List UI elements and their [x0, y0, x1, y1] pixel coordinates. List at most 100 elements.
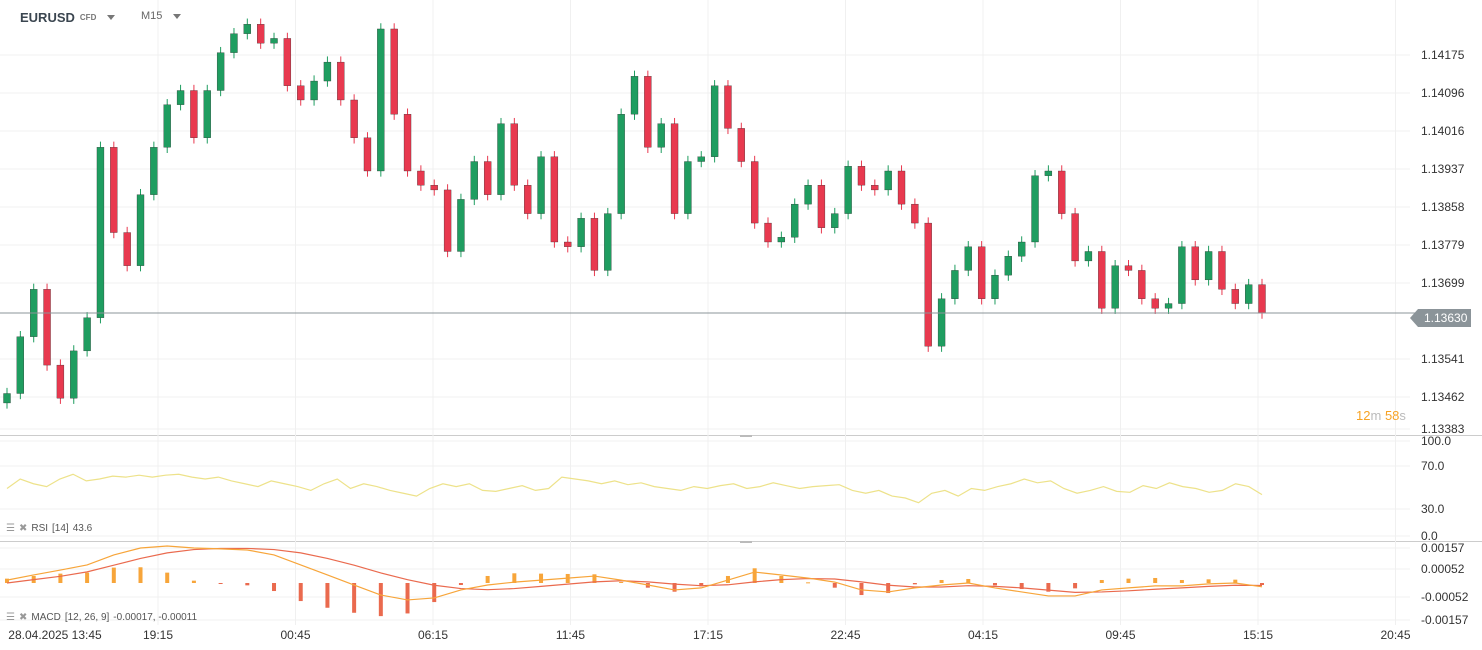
candle-bearish [190, 90, 198, 138]
macd-histogram-bar [378, 583, 383, 617]
candle-bullish [83, 317, 91, 352]
candle-bearish [1258, 284, 1266, 314]
timeframe-selector[interactable]: M15 [141, 10, 182, 22]
macd-histogram-bar [298, 583, 303, 602]
candle-bullish [136, 194, 145, 266]
macd-histogram-bar [5, 578, 9, 583]
macd-histogram-bar [1019, 583, 1024, 590]
macd-histogram-bar [165, 572, 170, 583]
candle-bullish [1018, 241, 1026, 257]
close-icon[interactable]: ✖ [18, 612, 28, 623]
rsi-line [6, 473, 1263, 504]
candle-bullish [1178, 246, 1186, 304]
rsi-params: [14] [52, 523, 69, 534]
time-tick-label: 00:45 [280, 628, 311, 642]
macd-histogram-bar [458, 583, 463, 586]
price-tick-label: 1.13779 [1421, 238, 1465, 252]
candle-bullish [270, 38, 278, 44]
candle-bullish [216, 52, 225, 91]
candle-bearish [350, 99, 358, 138]
candle-bearish [670, 123, 679, 214]
candle-bullish [497, 123, 505, 195]
candle-bullish [844, 166, 852, 214]
candle-bullish [804, 185, 812, 205]
candle-bullish [884, 170, 892, 191]
settings-icon[interactable]: ☰ [6, 612, 15, 623]
current-price-tag: 1.13630 [1409, 309, 1472, 327]
candle-bearish [644, 76, 652, 148]
price-tick-label: 1.13383 [1421, 422, 1465, 436]
macd-histogram-bar [432, 583, 437, 603]
candle-bearish [297, 85, 305, 101]
macd-histogram-bar [272, 583, 277, 592]
macd-histogram-bar [352, 583, 357, 613]
candle-bearish [564, 241, 572, 247]
macd-histogram-bar [512, 573, 517, 583]
candle-bearish [1151, 298, 1159, 309]
pane-resize-handle[interactable] [740, 541, 752, 543]
candle-bearish [977, 246, 986, 299]
macd-histogram-bar [111, 567, 116, 583]
indicator-tick-label: 70.0 [1421, 459, 1445, 473]
macd-histogram-bar [325, 583, 330, 608]
rsi-label: RSI [31, 523, 49, 534]
candle-bullish [657, 123, 665, 148]
macd-histogram-bar [859, 583, 864, 596]
candle-bearish [1058, 170, 1066, 214]
price-tick-label: 1.14175 [1421, 48, 1465, 62]
candle-bearish [283, 38, 292, 86]
settings-icon[interactable]: ☰ [6, 523, 15, 534]
macd-histogram-bar [1206, 579, 1211, 583]
price-tick-label: 1.13541 [1421, 352, 1465, 366]
candle-bullish [964, 246, 972, 271]
countdown-minutes: 12 [1356, 408, 1371, 423]
candle-bullish [951, 270, 959, 299]
macd-histogram-bar [832, 583, 837, 588]
close-icon[interactable]: ✖ [18, 523, 28, 534]
candle-bearish [257, 24, 265, 44]
macd-histogram-bar [619, 581, 624, 583]
macd-label: MACD [31, 612, 61, 623]
candle-bearish [764, 222, 772, 243]
candle-bullish [323, 61, 332, 82]
pane-resize-handle[interactable] [740, 435, 752, 437]
macd-histogram-bar [992, 583, 997, 586]
price-tick-label: 1.13462 [1421, 390, 1465, 404]
symbol-type: CFD [79, 13, 97, 22]
indicator-tick-label: 0.00157 [1421, 541, 1465, 555]
macd-histogram-bar [939, 579, 944, 583]
candle-bullish [630, 76, 639, 115]
candle-bearish [417, 170, 425, 186]
candle-bullish [96, 147, 105, 318]
chevron-down-icon [107, 15, 116, 20]
macd-histogram-bar [912, 583, 917, 585]
candle-bullish [310, 80, 318, 101]
symbol-selector[interactable]: EURUSD CFD [20, 10, 116, 25]
macd-histogram-bar [58, 573, 63, 583]
candle-bullish [163, 104, 171, 148]
candle-bullish [70, 350, 78, 399]
indicator-tick-label: 100.0 [1421, 434, 1452, 448]
macd-params: [12, 26, 9] [64, 612, 110, 623]
candle-bullish [377, 28, 385, 172]
time-tick-label: 17:15 [692, 628, 724, 642]
candle-bearish [1138, 270, 1146, 299]
candle-bearish [510, 123, 518, 186]
macd-histogram-bar [672, 583, 677, 592]
candle-bearish [724, 85, 732, 129]
time-tick-label: 04:15 [967, 628, 999, 642]
candle-bullish [1204, 251, 1213, 281]
candle-bearish [390, 28, 398, 115]
indicator-tick-label: 30.0 [1421, 502, 1445, 516]
candle-bullish [3, 393, 11, 404]
candle-bearish [443, 189, 452, 252]
candle-bearish [550, 156, 559, 243]
candle-bearish [911, 203, 919, 224]
macd-histogram-bar [752, 568, 757, 583]
price-tick-label: 1.14096 [1421, 86, 1465, 100]
macd-histogram-bar [1233, 579, 1238, 583]
candle-bearish [751, 161, 759, 224]
candle-bullish [777, 237, 786, 243]
countdown-s: s [1399, 408, 1406, 423]
